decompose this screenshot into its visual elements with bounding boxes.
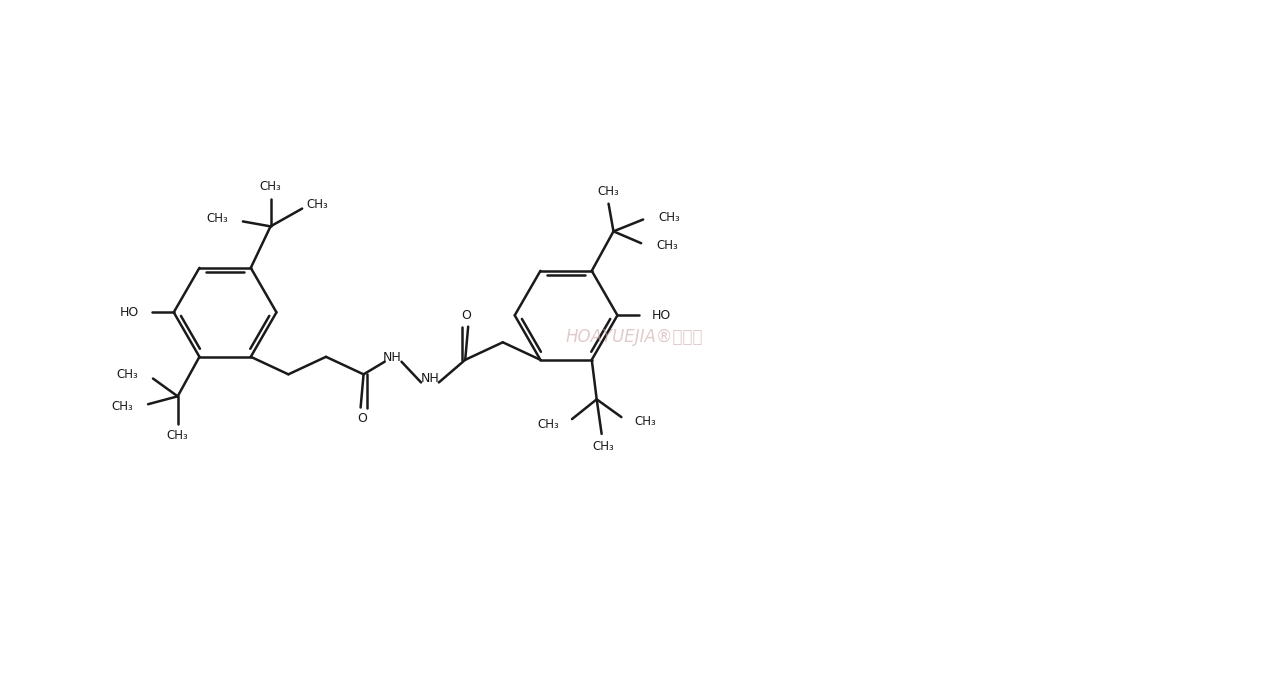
Text: CH₃: CH₃ [112,399,133,413]
Text: HO: HO [121,306,140,319]
Text: CH₃: CH₃ [634,414,656,428]
Text: NH: NH [420,372,439,385]
Text: CH₃: CH₃ [656,239,678,252]
Text: NH: NH [383,351,402,364]
Text: CH₃: CH₃ [598,185,619,198]
Text: HO: HO [652,309,671,322]
Text: CH₃: CH₃ [166,429,189,442]
Text: CH₃: CH₃ [537,418,560,431]
Text: HOAYUEJIA®化学品: HOAYUEJIA®化学品 [565,328,703,346]
Text: O: O [462,309,472,322]
Text: CH₃: CH₃ [207,212,228,225]
Text: CH₃: CH₃ [117,368,138,381]
Text: CH₃: CH₃ [593,440,614,453]
Text: O: O [357,412,367,425]
Text: CH₃: CH₃ [306,198,327,211]
Text: CH₃: CH₃ [657,211,680,224]
Text: CH₃: CH₃ [260,180,282,194]
